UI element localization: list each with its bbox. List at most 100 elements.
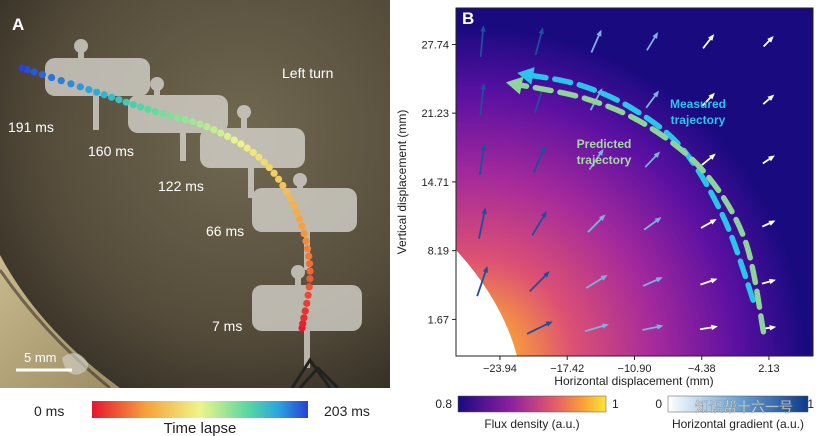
timelapse-dot: [275, 175, 283, 183]
field-arrow: [478, 209, 486, 239]
timelapse-dot: [144, 105, 152, 113]
timelapse-dot: [230, 136, 238, 144]
flux-colorbar-max: 1: [612, 397, 619, 411]
timelapse-dot: [122, 98, 130, 106]
x-tick-label: −10.90: [618, 363, 652, 375]
dish-rim: [0, 255, 120, 388]
timelapse-dot: [298, 222, 306, 230]
y-axis-label: Vertical displacement (mm): [395, 110, 409, 255]
flux-colorbar-title: Flux density (a.u.): [484, 417, 579, 431]
timelapse-dot: [306, 267, 314, 275]
timelapse-dot: [293, 208, 301, 216]
timelapse-dot: [243, 144, 251, 152]
timelapse-dot: [305, 252, 313, 260]
timelapse-dot: [283, 188, 291, 196]
x-tick-label: −17.42: [550, 363, 584, 375]
y-tick-label: 21.23: [421, 108, 449, 120]
panel-a-photo: A Left turn 191 ms 160 ms 122 ms 66 ms 7…: [0, 0, 390, 388]
y-axis-ticks: 1.67 8.19 14.71 21.23 27.74: [421, 39, 456, 326]
timelapse-dot: [303, 245, 312, 253]
timelapse-dot: [18, 64, 26, 72]
x-tick-label: −4.38: [688, 363, 716, 375]
panel-letter-a: A: [12, 15, 24, 34]
timelapse-dot: [166, 112, 174, 120]
timelapse-dot: [203, 123, 211, 131]
timelapse-dot: [137, 103, 145, 111]
predicted-trajectory-line: [511, 81, 767, 335]
timelapse-dot: [129, 100, 137, 109]
time-label: 191 ms: [8, 119, 54, 135]
timelapse-dot: [38, 70, 46, 79]
predicted-trajectory-label: Predicted: [577, 137, 632, 151]
timelapse-dot: [93, 88, 101, 96]
scale-bar-label: 5 mm: [24, 350, 57, 365]
timelapse-dot: [303, 299, 311, 307]
colorbar-min-label: 0 ms: [34, 403, 64, 419]
x-axis-label: Horizontal displacement (mm): [554, 374, 713, 388]
y-tick-label: 14.71: [421, 177, 449, 189]
gradient-colorbar-max: 1: [807, 397, 814, 411]
measured-trajectory-line: [522, 71, 756, 303]
timelapse-dot: [85, 86, 93, 94]
predicted-trajectory-label: trajectory: [577, 153, 632, 167]
timelapse-dot: [302, 237, 310, 245]
field-arrow: [476, 267, 488, 297]
colorbar-max-label: 203 ms: [324, 403, 370, 419]
timelapse-dot: [270, 169, 278, 177]
field-arrow: [478, 145, 486, 175]
timelapse-dot: [295, 215, 304, 223]
timelapse-dot: [224, 132, 232, 141]
time-label: 122 ms: [158, 178, 204, 194]
timelapse-dot: [304, 291, 312, 299]
timelapse-dot: [306, 275, 314, 283]
timelapse-dot: [279, 181, 287, 190]
x-tick-label: 2.13: [758, 363, 779, 375]
empty-region: [456, 250, 517, 356]
timelapse-dot: [260, 158, 268, 166]
timelapse-dots: [18, 64, 314, 332]
panel-letter-b: B: [462, 9, 474, 28]
timelapse-dot: [300, 229, 308, 238]
y-tick-label: 1.67: [428, 314, 449, 326]
timelapse-dot: [100, 91, 108, 99]
timelapse-dot: [255, 153, 263, 161]
timelapse-dot: [210, 126, 218, 134]
timelapse-dot: [159, 110, 167, 118]
timelapse-dot: [47, 73, 56, 82]
x-tick-label: −23.94: [483, 363, 517, 375]
timelapse-dot: [305, 283, 313, 291]
timelapse-dot: [305, 260, 314, 268]
panel-b-chart: −23.94 −17.42 −10.90 −4.38 2.13 1.67 8.19 14.7…: [395, 7, 814, 431]
field-arrow: [479, 84, 485, 116]
measured-trajectory-label: Measured: [670, 97, 726, 111]
timelapse-dot: [286, 194, 295, 203]
measured-trajectory-line-arrowhead: [517, 67, 535, 85]
timelapse-dot: [189, 118, 197, 126]
field-arrow: [479, 26, 485, 58]
time-gradient-bar: [92, 401, 308, 418]
timelapse-dot: [237, 140, 245, 148]
colorbar-title: Time lapse: [164, 420, 237, 436]
timelapse-dot: [76, 83, 84, 91]
x-axis-ticks: −23.94 −17.42 −10.90 −4.38 2.13: [483, 356, 780, 375]
timelapse-dot: [174, 113, 182, 122]
timelapse-dot: [300, 314, 308, 322]
timelapse-dot: [181, 115, 189, 124]
timelapse-dot: [196, 120, 204, 128]
left-turn-label: Left turn: [282, 65, 333, 81]
timelapse-dot: [217, 129, 225, 137]
flux-colorbar: [457, 395, 607, 413]
trajectory-series: [505, 67, 767, 335]
time-label: 160 ms: [88, 143, 134, 159]
y-tick-label: 8.19: [428, 246, 449, 258]
flux-colorbar-min: 0.8: [435, 397, 452, 411]
timelapse-dot: [265, 163, 273, 172]
y-tick-label: 27.74: [421, 39, 449, 51]
timelapse-dot: [108, 93, 116, 101]
gradient-colorbar-min: 0: [655, 397, 662, 411]
predicted-trajectory-line-arrowhead: [505, 76, 524, 95]
pincers: [290, 357, 340, 388]
time-label: 7 ms: [212, 318, 242, 334]
watermark: 知识帮十六一号: [695, 399, 793, 415]
time-label: 66 ms: [206, 223, 244, 239]
